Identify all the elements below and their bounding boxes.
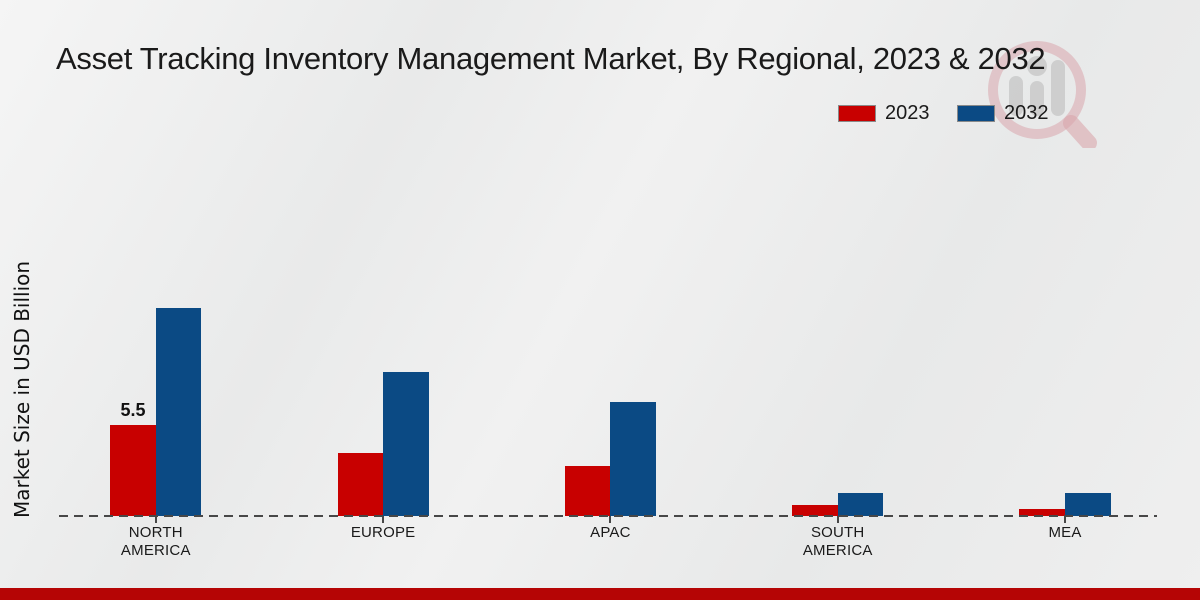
bar-2032-north-america	[155, 307, 202, 516]
x-axis-tick	[382, 516, 385, 523]
bar-2023-mea	[1019, 509, 1065, 516]
bar-2023-europe	[337, 453, 384, 516]
legend-swatch-2032	[957, 104, 995, 122]
bar-value-label: 5.5	[120, 400, 146, 421]
bar-2032-south-america	[837, 492, 884, 516]
bar-2032-europe	[383, 372, 429, 516]
legend-item-2032: 2032	[957, 102, 1049, 124]
legend: 2023 2032	[0, 102, 1200, 126]
legend-label-2032: 2032	[1004, 102, 1049, 124]
x-axis-tick	[609, 516, 612, 523]
y-axis: Market Size in USD Billion	[8, 210, 38, 520]
bar-2032-apac	[610, 401, 656, 516]
y-axis-label: Market Size in USD Billion	[10, 260, 34, 518]
x-axis-category-label: NORTH AMERICA	[120, 524, 191, 559]
x-axis-baseline	[59, 514, 1157, 517]
x-axis-category-label: SOUTH AMERICA	[802, 524, 873, 559]
x-axis-category-label: MEA	[1048, 524, 1082, 541]
legend-label-2023: 2023	[885, 102, 930, 124]
bar-2023-south-america	[792, 505, 838, 516]
footer-accent-bar	[0, 588, 1200, 600]
x-axis-tick	[1064, 516, 1066, 523]
bar-2032-mea	[1065, 492, 1111, 516]
chart-title: Asset Tracking Inventory Management Mark…	[56, 41, 1046, 76]
legend-item-2023: 2023	[838, 102, 930, 124]
x-axis-category-label: APAC	[590, 524, 631, 541]
bar-2023-north-america	[110, 425, 156, 516]
bar-2023-apac	[564, 466, 611, 516]
x-axis-category-label: EUROPE	[350, 524, 416, 541]
legend-swatch-2023	[838, 104, 876, 122]
market-research-future-logo-watermark	[988, 41, 1097, 148]
x-axis-tick	[154, 516, 157, 523]
x-axis-tick	[836, 516, 839, 523]
